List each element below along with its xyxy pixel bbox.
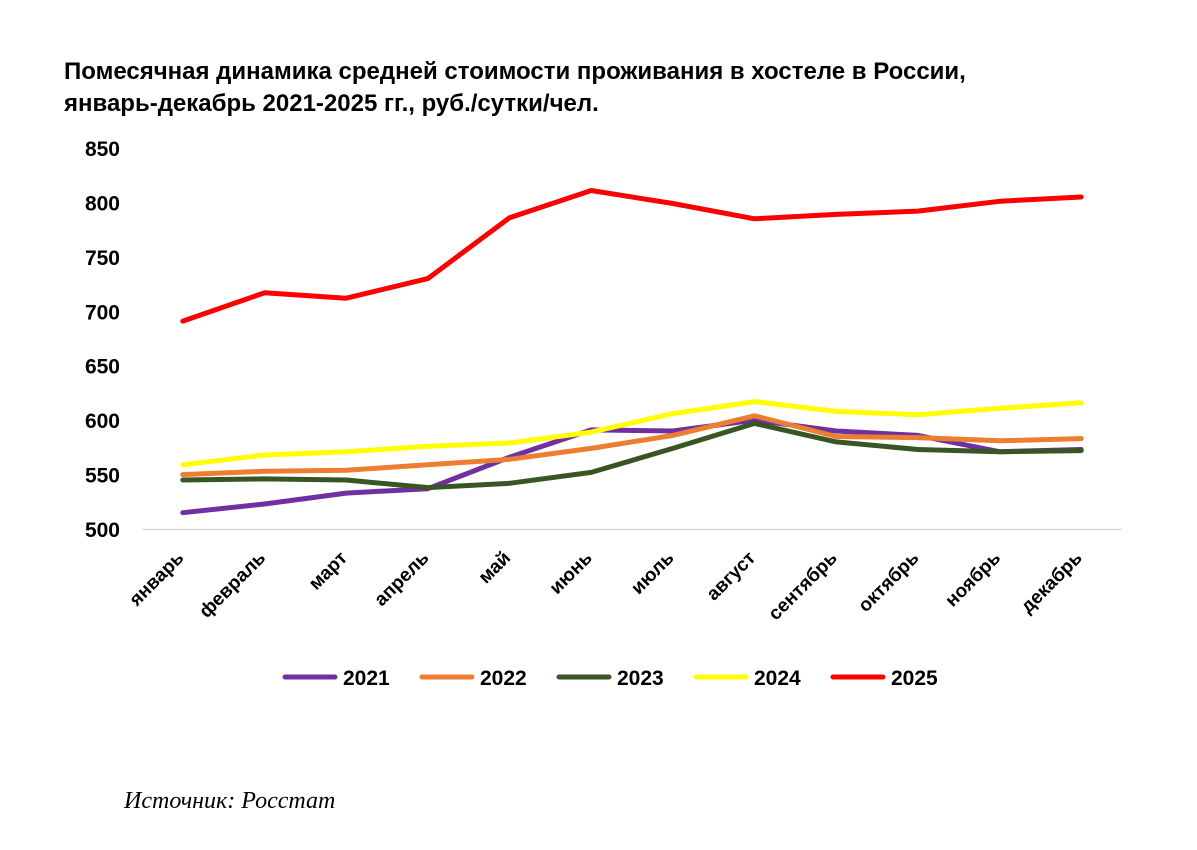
x-tick-label-0: январь bbox=[125, 548, 189, 612]
x-tick-label-9: октябрь bbox=[854, 548, 923, 617]
source-note: Источник: Росстат bbox=[124, 788, 336, 814]
legend-label-2025: 2025 bbox=[891, 667, 938, 690]
legend-label-2022: 2022 bbox=[480, 667, 527, 690]
y-tick-label-550: 550 bbox=[85, 465, 120, 488]
x-tick-label-3: апрель bbox=[370, 548, 433, 611]
y-tick-label-850: 850 bbox=[85, 138, 120, 161]
x-tick-label-4: май bbox=[475, 548, 515, 588]
y-tick-label-500: 500 bbox=[85, 519, 120, 542]
series-lines bbox=[180, 188, 1084, 516]
x-tick-label-8: сентябрь bbox=[765, 548, 842, 625]
x-tick-label-7: август bbox=[703, 548, 760, 605]
x-tick-label-1: февраль bbox=[195, 548, 270, 623]
legend-label-2021: 2021 bbox=[343, 667, 390, 690]
chart-title-line-2: январь-декабрь 2021-2025 гг., руб./сутки… bbox=[64, 90, 599, 117]
legend-label-2024: 2024 bbox=[754, 667, 801, 690]
x-axis-tick-labels: январь февраль март апрель май июнь июль август… bbox=[125, 548, 1087, 625]
legend: 2021 2022 2023 2024 2025 bbox=[282, 667, 938, 690]
y-tick-label-750: 750 bbox=[85, 247, 120, 270]
y-tick-label-800: 800 bbox=[85, 192, 120, 215]
x-tick-label-6: июль bbox=[627, 548, 678, 599]
x-tick-label-2: март bbox=[305, 548, 352, 595]
series-line-2022 bbox=[180, 413, 1084, 478]
y-tick-label-650: 650 bbox=[85, 356, 120, 379]
x-tick-label-11: декабрь bbox=[1017, 548, 1087, 618]
series-line-2024 bbox=[180, 399, 1084, 468]
y-tick-label-600: 600 bbox=[85, 410, 120, 433]
chart-title: Помесячная динамика средней стоимости пр… bbox=[64, 56, 1164, 120]
chart-title-line-1: Помесячная динамика средней стоимости пр… bbox=[64, 58, 966, 85]
legend-label-2023: 2023 bbox=[617, 667, 664, 690]
x-tick-label-10: ноябрь bbox=[941, 548, 1005, 612]
series-line-2025 bbox=[180, 188, 1084, 324]
series-line-2021 bbox=[180, 417, 1084, 516]
y-axis-tick-labels: 500 550 600 650 700 750 800 850 bbox=[85, 138, 120, 542]
y-tick-label-700: 700 bbox=[85, 301, 120, 324]
line-chart: 500 550 600 650 700 750 800 850 январь февраль ма… bbox=[85, 138, 1122, 690]
x-tick-label-5: июнь bbox=[546, 548, 597, 599]
series-line-2023 bbox=[180, 420, 1084, 491]
